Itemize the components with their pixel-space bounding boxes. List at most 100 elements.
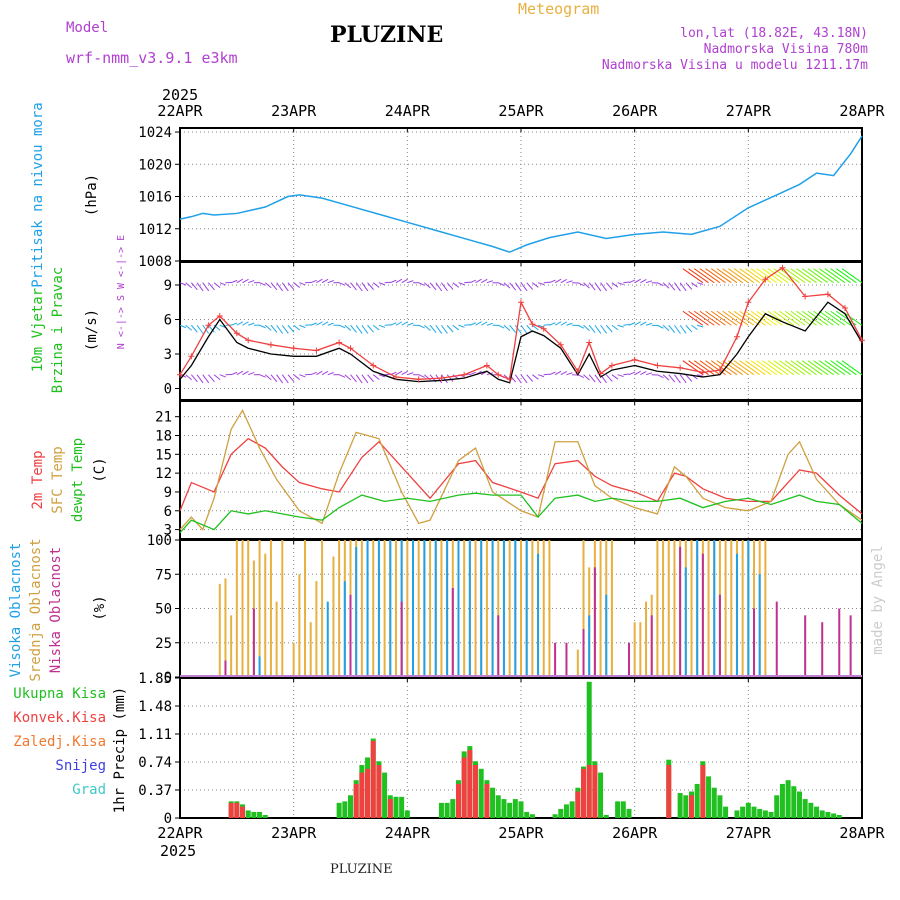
precip-bar <box>512 799 518 818</box>
wind-arrow <box>640 321 647 326</box>
wind-arrow <box>796 360 817 376</box>
wind-arrow <box>623 373 630 376</box>
wind-arrow <box>560 370 568 376</box>
wind-arrow <box>685 324 693 333</box>
wind-arrow <box>685 374 693 382</box>
wind-arrow <box>830 268 851 284</box>
page-title: PLUZINE <box>330 22 444 48</box>
year-label-top: 2025 <box>162 86 198 104</box>
wind-arrow <box>728 268 749 284</box>
wind-arrow <box>682 268 704 284</box>
wind-arrow <box>509 324 517 333</box>
x-tick-label-top: 28APR <box>839 102 885 120</box>
wind-arrow <box>594 374 602 384</box>
wind-arrow <box>350 324 357 333</box>
wind-arrow <box>600 282 607 292</box>
wind-arrow <box>350 282 357 291</box>
wind-gust-marker <box>716 367 723 374</box>
wind-arrow <box>418 374 425 378</box>
wind-gust-marker <box>336 339 343 346</box>
wind-arrow <box>230 371 238 376</box>
wind-arrow <box>327 372 334 376</box>
wind-arrow <box>543 281 550 284</box>
wind-arrow <box>190 374 198 383</box>
wind-arrow <box>611 282 619 288</box>
wind-arrow <box>657 282 664 287</box>
year-label-bottom: 2025 <box>160 842 196 860</box>
wind-arrow <box>418 282 425 286</box>
wind-gust-marker <box>347 345 354 352</box>
wind-arrow <box>699 310 721 326</box>
precip-bar <box>473 765 479 818</box>
precip-axis-label: 1hr Precip (mm) <box>112 687 128 813</box>
wind-gust-line <box>179 266 863 381</box>
wind-arrow <box>739 310 760 326</box>
wind-arrow <box>259 324 266 329</box>
wind-arrow <box>424 282 431 289</box>
wind-arrow <box>435 324 443 334</box>
wind-arrow <box>807 268 829 284</box>
wind-arrow <box>429 282 437 291</box>
wind-arrow <box>668 324 676 334</box>
wind-arrow <box>355 324 363 334</box>
wind-arrow <box>710 268 732 284</box>
wind-arrow <box>316 370 323 376</box>
wind-arrow <box>281 282 289 292</box>
wind-gust-marker <box>529 321 536 328</box>
wind-arrow <box>236 370 244 376</box>
y-tick-label: 3 <box>164 347 172 363</box>
precip-bar <box>245 810 251 818</box>
wind-gust-marker <box>267 341 274 348</box>
precip-bar <box>757 808 763 818</box>
wind-arrow <box>361 282 369 292</box>
precip-bar <box>740 806 746 818</box>
precip-bar <box>796 791 802 818</box>
precip-bar <box>586 681 592 818</box>
wind-arrow <box>566 322 573 326</box>
x-tick-label-bottom: 24APR <box>385 824 431 842</box>
precip-bar <box>779 783 785 818</box>
wind-arrow <box>475 321 482 326</box>
wind-arrow <box>179 324 187 329</box>
wind-arrow <box>560 278 568 284</box>
precip-bar <box>234 802 240 818</box>
y-tick-label: 1016 <box>138 190 172 206</box>
y-tick-label: 18 <box>155 429 172 445</box>
wind-arrow <box>716 268 738 284</box>
precip-bar <box>387 799 393 818</box>
wind-gust-marker <box>859 337 865 344</box>
temp-dewpt-label: dewpt Temp <box>70 438 86 522</box>
precip-bar <box>745 802 751 818</box>
wind-arrow <box>836 360 857 376</box>
wind-arrow <box>498 282 505 286</box>
x-tick-label-top: 26APR <box>612 102 658 120</box>
wind-arrow <box>395 278 403 284</box>
wind-gust-marker <box>841 305 848 311</box>
wind-arrow <box>623 324 630 326</box>
y-tick-label: 0 <box>164 670 172 686</box>
wind-gust-marker <box>779 264 786 271</box>
precip-bar <box>501 799 507 818</box>
wind-arrow <box>640 278 647 284</box>
precip-bar <box>552 814 558 818</box>
wind-arrow <box>679 282 687 292</box>
y-tick-label: 25 <box>155 636 172 652</box>
precip-bar <box>336 802 342 818</box>
wind-arrow <box>594 282 602 292</box>
precip-bar <box>365 768 371 818</box>
precip-bar <box>706 776 712 818</box>
wind-arrow <box>327 280 334 284</box>
wind-gust-marker <box>597 370 604 377</box>
wind-gust-marker <box>608 362 615 369</box>
wind-arrow <box>242 278 249 284</box>
wind-arrow <box>645 280 653 284</box>
wind-arrow <box>773 360 795 376</box>
y-tick-label: 0.74 <box>138 755 172 771</box>
precip-legend-item: Snijeg <box>55 758 106 774</box>
wind-arrow <box>293 324 300 331</box>
wind-arrow <box>662 282 670 289</box>
wind-arrow <box>514 282 522 292</box>
wind-arrow <box>688 310 709 326</box>
wind-arrow <box>841 360 863 376</box>
wind-gust-marker <box>540 325 547 332</box>
